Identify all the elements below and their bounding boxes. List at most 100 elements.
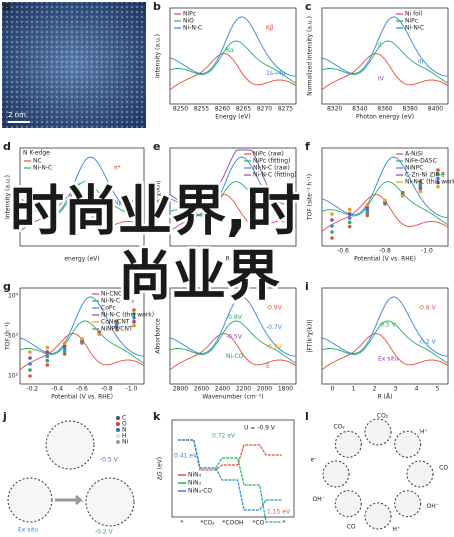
marker — [347, 207, 352, 212]
marker — [330, 218, 334, 222]
curve — [321, 296, 449, 357]
marker — [330, 212, 334, 216]
plot-frame — [321, 287, 449, 385]
marker — [132, 323, 136, 328]
x-tick-label: * — [181, 520, 184, 527]
x-tick-label: -0.6 — [76, 386, 88, 393]
marker — [400, 194, 405, 198]
x-tick-label: 8360 — [377, 106, 392, 113]
marker — [97, 332, 102, 337]
marker — [28, 374, 32, 378]
marker — [347, 211, 352, 216]
marker — [62, 344, 67, 348]
marker — [418, 187, 423, 191]
legend-label: Ni-N-C-NH₃ — [101, 298, 134, 305]
atom-key — [116, 422, 120, 426]
marker — [418, 184, 423, 189]
legend-label: NiPc — [183, 11, 196, 18]
curve — [321, 320, 449, 364]
annotation: -0.2 V — [95, 529, 114, 536]
y-axis-label: TOF (h⁻¹) — [5, 322, 12, 351]
annotation: 1.15 eV — [267, 509, 291, 516]
annotation: -0.9V — [266, 305, 283, 312]
panel-title: N K-edge — [23, 150, 50, 157]
panel-letter: f — [305, 140, 310, 153]
legend-label: NiNPC — [405, 165, 423, 172]
legend-label: O — [122, 421, 127, 428]
x-axis-label: Potential (V vs. RHE) — [51, 394, 113, 401]
x-tick-label: 8400 — [428, 106, 443, 113]
x-tick-label: 1800 — [278, 386, 293, 393]
annotation: Ni-CO — [226, 353, 244, 360]
marker — [132, 319, 136, 324]
curve — [19, 193, 145, 232]
y-axis-label: ΔG (eV) — [157, 457, 164, 480]
annotation: π* — [114, 165, 121, 172]
panel-letter: e — [153, 140, 160, 153]
marker — [418, 182, 423, 186]
plot-frame — [19, 147, 145, 247]
atom-key — [116, 440, 120, 444]
x-tick-label: 2800 — [173, 386, 188, 393]
y-axis-label: |FT(k³χ(k))| — [155, 180, 162, 213]
marker — [436, 168, 440, 172]
x-tick-label: 2600 — [194, 386, 209, 393]
y-tick-label: 10³ — [8, 333, 19, 340]
x-tick-label: 3 — [394, 386, 398, 393]
atom-key — [116, 416, 120, 420]
annotation: OH⁻ — [427, 503, 439, 510]
legend-label: C — [122, 415, 126, 422]
plot-frame — [169, 287, 297, 385]
curve — [321, 40, 449, 84]
legend-label: N — [122, 427, 127, 434]
marker — [365, 213, 370, 218]
panel-letter: l — [305, 410, 309, 423]
marker — [330, 224, 334, 228]
molecule-frame — [85, 477, 135, 527]
legend-label: NiN₃ — [188, 480, 202, 487]
molecule-frame — [322, 460, 350, 488]
marker — [330, 230, 334, 234]
legend-label: NiFe-DASC — [405, 158, 437, 165]
x-tick-label: -0.8 — [101, 386, 113, 393]
curve — [169, 193, 297, 232]
curve — [19, 320, 145, 364]
x-tick-label: *CO — [253, 520, 265, 527]
x-axis-label: Energy (eV) — [215, 114, 250, 121]
molecule-frame — [394, 430, 422, 458]
marker — [365, 203, 370, 207]
annotation: Ex situ — [18, 527, 38, 534]
x-tick-label: -0.2 — [27, 386, 39, 393]
panel-letter: h — [153, 280, 161, 293]
annotation: σ* — [74, 182, 81, 189]
annotation: -0.8V — [226, 314, 243, 321]
annotation: H⁺ — [392, 526, 400, 533]
annotation: -0.5V — [226, 334, 243, 341]
marker — [132, 316, 136, 320]
annotation: e⁻ — [311, 457, 318, 464]
annotation: CO₂ — [333, 424, 345, 431]
curve — [321, 52, 449, 90]
marker — [28, 356, 32, 360]
marker — [28, 362, 32, 366]
x-tick-label: -0.8 — [379, 248, 391, 255]
curve — [321, 156, 449, 218]
annotation: CO — [347, 524, 356, 531]
marker — [347, 220, 352, 225]
legend-label: NiPc — [405, 18, 418, 25]
curve — [19, 156, 145, 218]
y-tick-label: 10² — [8, 373, 19, 380]
panel-letter: d — [3, 140, 11, 153]
curve — [169, 181, 297, 226]
curve — [169, 40, 297, 84]
annotation: -0.5 V — [378, 322, 397, 329]
annotation: E — [266, 363, 270, 370]
panel-letter: b — [153, 0, 161, 13]
legend-label: Ni foil — [405, 11, 423, 18]
x-axis-label: Photon energy (eV) — [356, 114, 414, 121]
x-tick-label: -1.0 — [126, 386, 138, 393]
annotation: I — [418, 25, 420, 32]
curve — [169, 296, 297, 357]
legend-label: Ni-N-C (this work) — [101, 312, 154, 319]
legend-label: NiN₄ — [188, 472, 202, 479]
